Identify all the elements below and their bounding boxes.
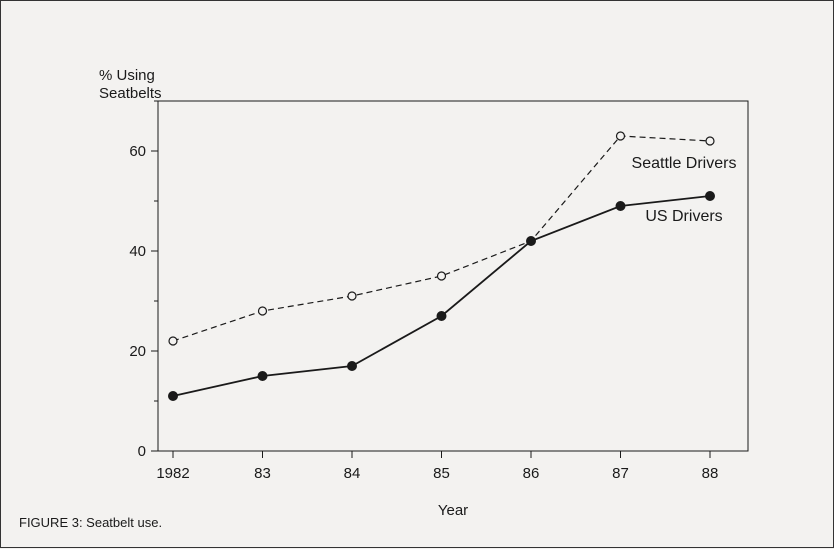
series-layer: Seattle Drivers US Drivers [168,131,737,401]
point-seattle-drivers-1982 [168,336,178,346]
x-axis-title: Year [438,502,468,519]
point-seattle-drivers-85 [436,271,447,281]
y-tick-label-20: 20 [129,343,146,360]
x-tick-label-83: 83 [254,465,271,482]
axes: 1982 83 84 85 86 87 88 0 20 40 60 [129,100,719,482]
x-tick-label-88: 88 [702,465,719,482]
series-label-seattle-drivers: Seattle Drivers [632,155,737,172]
series-line-seattle-drivers [172,135,711,342]
y-tick-label-40: 40 [129,243,146,260]
x-tick-label-87: 87 [612,465,629,482]
x-tick-label-1982: 1982 [156,465,189,482]
point-us-drivers-84 [347,361,357,371]
y-axis-title-line2: Seatbelts [99,85,162,102]
y-axis-title-line1: % Using [99,67,155,84]
y-tick-label-60: 60 [129,143,146,160]
series-line-us-drivers [172,195,711,397]
point-seattle-drivers-87 [615,131,626,141]
point-us-drivers-86 [526,236,536,246]
point-us-drivers-1982 [168,391,178,401]
point-us-drivers-88 [705,191,715,201]
figure-caption: FIGURE 3: Seatbelt use. [19,515,163,530]
x-tick-label-85: 85 [433,465,450,482]
x-tick-label-86: 86 [523,465,540,482]
point-seattle-drivers-84 [347,291,357,301]
point-seattle-drivers-83 [257,306,268,316]
point-seattle-drivers-88 [705,136,715,146]
x-tick-label-84: 84 [344,465,361,482]
series-label-us-drivers: US Drivers [645,208,722,225]
plot-area [157,100,749,452]
y-tick-label-0: 0 [138,443,146,460]
point-us-drivers-85 [436,311,447,321]
point-us-drivers-83 [257,371,268,381]
point-us-drivers-87 [615,201,626,211]
